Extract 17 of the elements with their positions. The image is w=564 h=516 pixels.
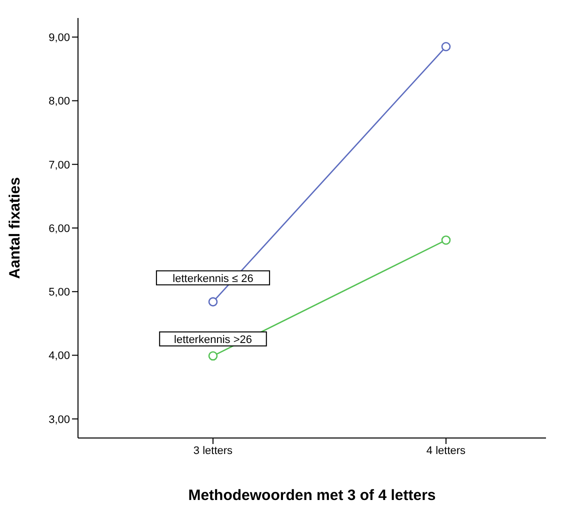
point: [208, 297, 218, 306]
series-label: letterkennis >26: [174, 334, 252, 346]
x-tick-label: 4 letters: [426, 444, 466, 457]
y-tick-label: 5,00: [48, 286, 70, 299]
y-tick-label: 3,00: [48, 414, 70, 426]
point: [208, 351, 218, 361]
y-axis-title: Aantal fixaties: [6, 177, 24, 279]
y-tick-label: 7,00: [48, 159, 70, 172]
y-tick-label: 4,00: [48, 350, 70, 362]
x-axis-title: Methodewoorden met 3 of 4 letters: [188, 487, 436, 504]
y-tick-label: 6,00: [48, 222, 70, 235]
y-tick-label: 9,00: [48, 32, 70, 44]
series-label: letterkennis ≤ 26: [172, 272, 254, 285]
y-tick-label: 8,00: [48, 96, 70, 108]
point: [441, 42, 451, 52]
point: [441, 235, 451, 245]
x-tick-label: 3 letters: [193, 444, 234, 457]
